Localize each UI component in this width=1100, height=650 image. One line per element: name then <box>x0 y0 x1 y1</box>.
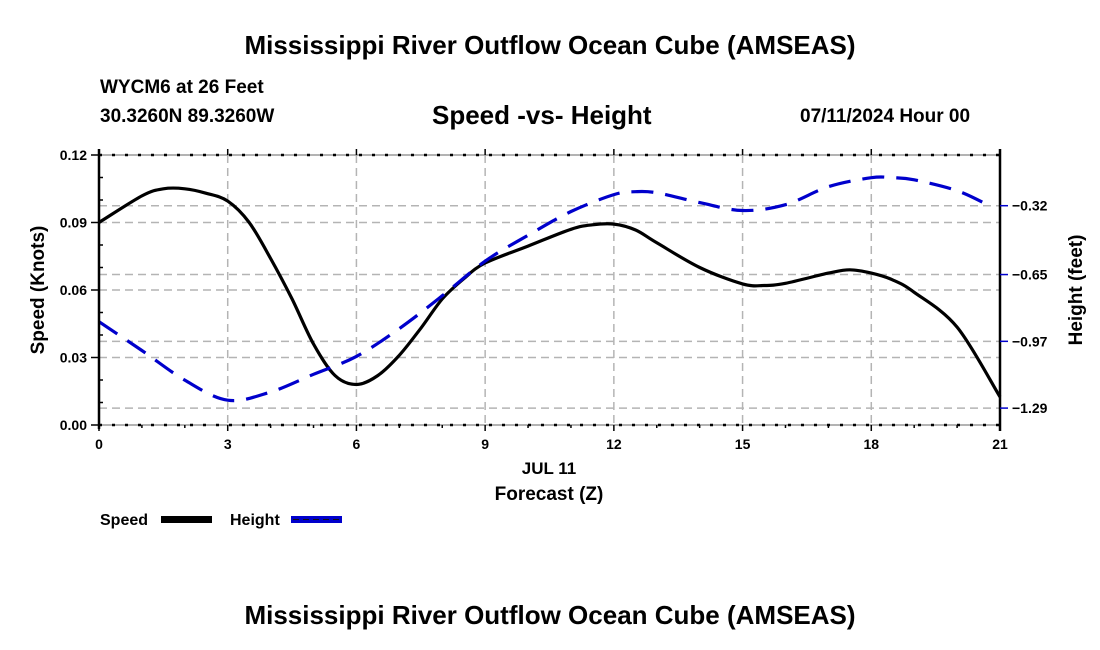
station-label: WYCM6 at 26 Feet <box>100 77 264 98</box>
x-tick-label: 9 <box>481 436 489 452</box>
x-tick-label: 15 <box>735 436 751 452</box>
chart-title: Speed -vs- Height <box>432 100 652 130</box>
footer-title: Mississippi River Outflow Ocean Cube (AM… <box>244 600 856 630</box>
y-tick-label: 0.12 <box>60 147 87 163</box>
forecast-datetime: 07/11/2024 Hour 00 <box>800 106 971 127</box>
coordinates-label: 30.3260N 89.3260W <box>100 106 275 127</box>
y2-tick-label: −0.97 <box>1012 333 1048 349</box>
main-title: Mississippi River Outflow Ocean Cube (AM… <box>244 30 856 60</box>
y-tick-label: 0.06 <box>60 282 87 298</box>
x-tick-label: 6 <box>353 436 361 452</box>
y-tick-label: 0.00 <box>60 417 87 433</box>
legend: Speed Height <box>100 512 342 529</box>
series-line-speed <box>98 186 1002 398</box>
x-tick-label: 3 <box>224 436 232 452</box>
y-tick-label: 0.03 <box>60 350 87 366</box>
x-axis-label: Forecast (Z) <box>495 484 604 505</box>
axes <box>91 149 1008 431</box>
y-axis-label: Speed (Knots) <box>28 226 49 355</box>
x-axis-date-label: JUL 11 <box>522 459 577 478</box>
legend-label-speed: Speed <box>100 512 148 529</box>
legend-swatch-speed <box>161 516 212 523</box>
y-tick-label: 0.09 <box>60 215 87 231</box>
grid <box>99 155 1000 425</box>
y2-axis-label: Height (feet) <box>1066 235 1087 346</box>
tick-labels: 0 3 6 9 12 15 18 21 0.00 0.03 0.06 0.09 0.12 −0.32 −0.… <box>60 147 1048 452</box>
series-line-height <box>98 175 993 403</box>
x-tick-label: 0 <box>95 436 103 452</box>
x-tick-label: 12 <box>606 436 622 452</box>
y2-tick-label: −0.65 <box>1012 267 1048 283</box>
y2-tick-label: −0.32 <box>1012 198 1048 214</box>
y2-tick-label: −1.29 <box>1012 400 1048 416</box>
x-tick-label: 21 <box>992 436 1008 452</box>
legend-label-height: Height <box>230 512 280 529</box>
x-tick-label: 18 <box>863 436 879 452</box>
series-layer <box>98 175 1002 403</box>
